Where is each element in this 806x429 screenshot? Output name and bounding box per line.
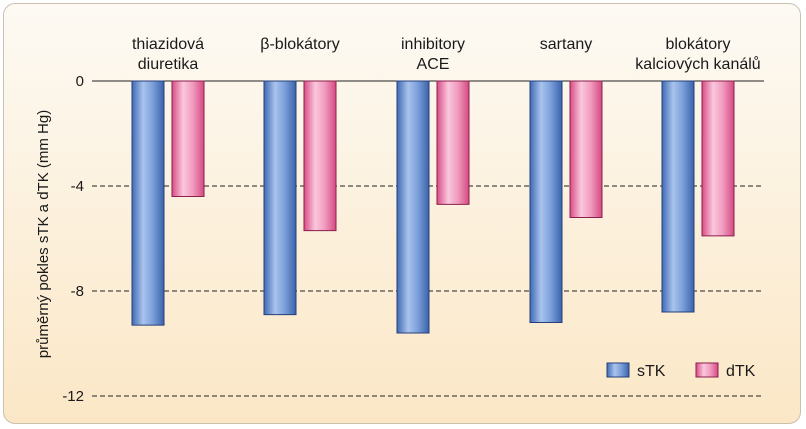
chart-frame: 0 -4 -8 -12 průměrný pokles sTK a dTK (mm H… xyxy=(3,3,801,424)
bar-sTK-4 xyxy=(661,80,695,313)
y-axis-ticks: 0 -4 -8 -12 xyxy=(62,73,84,405)
bar-sTK-0 xyxy=(131,80,165,326)
bar-dTK-0 xyxy=(171,80,205,197)
y-tick-label: 0 xyxy=(76,73,84,90)
bar-sTK-3 xyxy=(529,80,563,323)
bar-chart: 0 -4 -8 -12 průměrný pokles sTK a dTK (mm H… xyxy=(35,36,764,405)
legend-label-dTK: dTK xyxy=(726,363,756,380)
bars xyxy=(131,80,735,334)
category-label: thiazidová xyxy=(132,36,204,53)
bar-sTK-2 xyxy=(396,80,430,334)
legend-swatch-sTK xyxy=(606,362,630,378)
legend-swatch-dTK xyxy=(695,362,719,378)
bar-dTK-1 xyxy=(303,80,337,232)
category-labels: thiazidová diuretika β-blokátory inhibitory… xyxy=(132,36,761,73)
y-tick-label: -12 xyxy=(62,388,84,405)
category-label: kalciových kanálů xyxy=(635,55,760,73)
category-label: sartany xyxy=(540,36,592,53)
bar-dTK-2 xyxy=(436,80,470,205)
y-axis-title: průměrný pokles sTK a dTK (mm Hg) xyxy=(35,110,52,358)
category-label: ACE xyxy=(417,56,450,73)
bar-dTK-3 xyxy=(569,80,603,218)
legend-label-sTK: sTK xyxy=(637,363,666,380)
category-label: blokátory xyxy=(666,36,731,53)
category-label: diuretika xyxy=(138,56,199,73)
bar-sTK-1 xyxy=(263,80,297,316)
bar-dTK-4 xyxy=(701,80,735,237)
category-label: β-blokátory xyxy=(260,36,339,53)
y-tick-label: -4 xyxy=(71,178,84,195)
legend: sTK dTK xyxy=(606,362,756,380)
category-label: inhibitory xyxy=(401,36,465,53)
y-tick-label: -8 xyxy=(71,283,84,300)
